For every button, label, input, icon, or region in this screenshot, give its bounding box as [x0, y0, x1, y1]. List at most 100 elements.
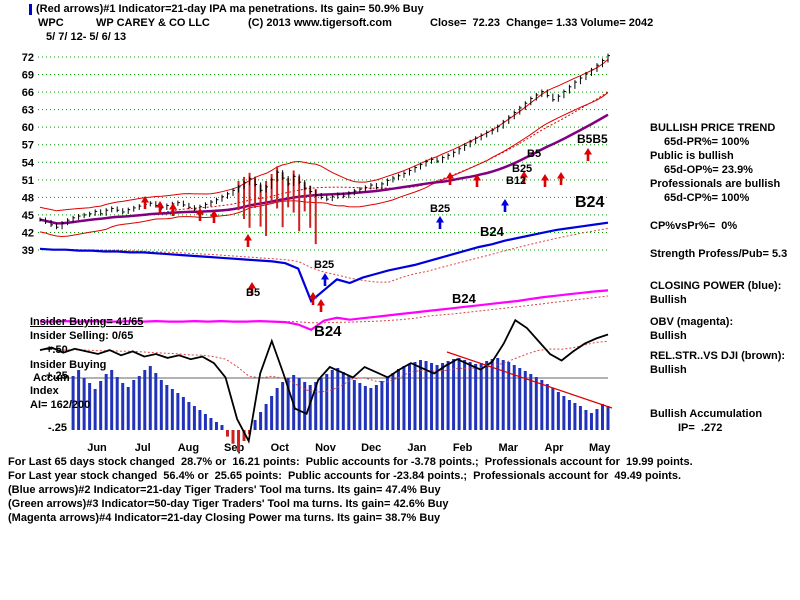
obv-ma-dotted [40, 295, 609, 324]
obv-status: Bullish [650, 330, 687, 342]
scale-label-minus25: -.25 [48, 422, 67, 434]
signal-label: B5B5 [577, 132, 608, 146]
op-percent-value: 65d-OP%= 23.9% [664, 164, 753, 176]
rs-ma-dotted [39, 340, 609, 393]
signal-label: B25 [430, 203, 450, 215]
red-buy-arrow [248, 282, 256, 295]
red-buy-arrow [557, 172, 565, 185]
red-buy-arrow [317, 299, 326, 312]
month-label: Dec [361, 442, 381, 454]
signal-label: B12 [506, 175, 526, 187]
accum-index-title-2: Accum [33, 372, 70, 384]
relative-strength-line [39, 318, 609, 444]
y-axis-label: 39 [22, 245, 34, 257]
pro-status-label: Professionals are bullish [650, 178, 781, 190]
signal-label: B24 [480, 224, 505, 239]
upper-band-line [39, 59, 609, 212]
obv-header: OBV (magenta): [650, 316, 734, 328]
signal-label: B5 [527, 148, 541, 160]
month-label: Nov [315, 442, 337, 454]
month-label: May [589, 442, 611, 454]
obv-line [40, 289, 609, 332]
closing-power-status: Bullish [650, 294, 687, 306]
red-buy-arrow [141, 196, 149, 209]
pr-percent-value: 65d-PR%= 100% [664, 136, 750, 148]
red-buy-arrow [244, 234, 252, 247]
price-trend-header: BULLISH PRICE TREND [650, 122, 776, 134]
rel-str-status: Bullish [650, 364, 687, 376]
insider-selling-label: Insider Selling: 0/65 [30, 330, 134, 342]
month-label: Jun [87, 442, 107, 454]
y-axis-label: 63 [22, 105, 34, 117]
signal-label: B24 [575, 194, 604, 211]
footer-stats-line-2: For Last year stock changed 56.4% or 25.… [8, 470, 682, 482]
accum-index-title-3: Index [30, 385, 59, 397]
y-axis-label: 45 [22, 210, 34, 222]
y-axis-label: 66 [22, 87, 34, 99]
accumulation-ip-value: IP= .272 [678, 422, 723, 434]
y-axis-label: 69 [22, 70, 34, 82]
y-axis-label: 57 [22, 140, 34, 152]
top-indicator-line: (Red arrows)#1 Indicator=21-day IPA ma p… [36, 3, 424, 15]
copyright-label: (C) 2013 www.tigersoft.com [248, 17, 392, 29]
month-label: Apr [545, 442, 565, 454]
scale-label-plus50: +.50 [46, 344, 68, 356]
y-axis-label: 54 [22, 157, 35, 169]
accum-index-title-1: Insider Buying [30, 359, 107, 371]
footer-indicator-blue: (Blue arrows)#2 Indicator=21-day Tiger T… [8, 484, 441, 496]
y-axis-label: 72 [22, 52, 34, 64]
accumulation-header: Bullish Accumulation [650, 408, 763, 420]
cp-vs-pr-value: CP%vsPr%= 0% [650, 220, 738, 232]
month-label: Jul [135, 442, 151, 454]
public-status-label: Public is bullish [650, 150, 734, 162]
red-buy-arrow [584, 148, 592, 161]
insider-buying-label: Insider Buying= 41/65 [30, 316, 144, 328]
month-label: Sep [224, 442, 244, 454]
cp-percent-value: 65d-CP%= 100% [664, 192, 750, 204]
cp-ma-dotted [39, 228, 609, 283]
red-buy-arrow [520, 171, 528, 184]
blue-buy-arrow [501, 199, 510, 212]
red-buy-arrow [169, 203, 177, 216]
scale-label-plus25: +.25 [46, 370, 68, 382]
month-label: Feb [453, 442, 473, 454]
signal-label: B25 [512, 163, 532, 175]
red-buy-arrow [541, 174, 549, 187]
signal-label: B5 [246, 287, 260, 299]
ticker-symbol: WPC [38, 17, 64, 29]
text-cursor-bar [29, 4, 32, 15]
closing-power-line [39, 221, 609, 303]
purple-ma-line [39, 113, 609, 225]
declining-red-trendline [446, 351, 613, 409]
red-buy-arrow [473, 174, 482, 187]
date-range-label: 5/ 7/ 12- 5/ 6/ 13 [46, 31, 127, 43]
accum-index-value: AI= 162/200 [30, 399, 91, 411]
strength-ratio-value: Strength Profess/Pub= 5.3 [650, 248, 788, 260]
red-buy-arrow [446, 172, 455, 185]
company-name: WP CAREY & CO LLC [96, 17, 210, 29]
y-axis-label: 48 [22, 192, 34, 204]
lower-band-line [39, 92, 609, 238]
footer-indicator-magenta: (Magenta arrows)#4 Indicator=21-day Clos… [8, 512, 441, 524]
month-label: Jan [407, 442, 426, 454]
y-axis-label: 60 [22, 122, 34, 134]
signal-label: B24 [452, 291, 477, 306]
price-ma-dotted [39, 91, 609, 224]
y-axis-label: 42 [22, 227, 34, 239]
month-label: Oct [271, 442, 290, 454]
blue-buy-arrow [436, 216, 445, 229]
month-label: Mar [499, 442, 519, 454]
red-buy-arrow [309, 292, 318, 305]
signal-label: B24 [314, 323, 342, 340]
blue-buy-arrow [321, 273, 330, 286]
y-axis-label: 51 [22, 175, 34, 187]
red-buy-arrow [210, 210, 218, 223]
rel-str-header: REL.STR..VS DJI (brown): [650, 350, 786, 362]
signal-label: B25 [314, 259, 334, 271]
quote-line: Close= 72.23 Change= 1.33 Volume= 2042 [430, 17, 654, 29]
closing-power-header: CLOSING POWER (blue): [650, 280, 782, 292]
footer-stats-line-1: For Last 65 days stock changed 28.7% or … [8, 456, 693, 468]
red-buy-arrow [156, 201, 164, 214]
